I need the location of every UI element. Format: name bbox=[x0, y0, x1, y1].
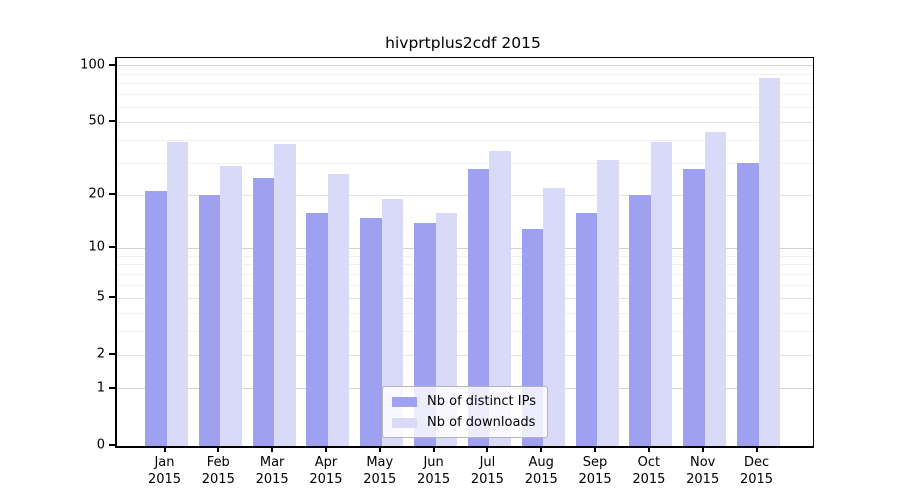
gridline-major bbox=[117, 297, 813, 299]
x-tick-label-sep: Sep 2015 bbox=[563, 454, 627, 488]
gridline-minor bbox=[117, 94, 813, 96]
x-tick-label-dec: Dec 2015 bbox=[725, 454, 789, 488]
bar-downloads-nov bbox=[704, 132, 727, 446]
bar-distinct-ips-sep bbox=[575, 212, 598, 446]
x-tick-label-month: Feb bbox=[206, 455, 230, 470]
y-tick-label: 1 bbox=[96, 380, 105, 396]
x-tick-label-aug: Aug 2015 bbox=[509, 454, 573, 488]
x-tick-label-year: 2015 bbox=[739, 472, 774, 487]
legend-item-distinct-ips: Nb of distinct IPs bbox=[392, 394, 536, 409]
y-tick-label: 20 bbox=[88, 186, 105, 202]
gridline-minor bbox=[117, 255, 813, 257]
x-tick-label-year: 2015 bbox=[524, 472, 558, 487]
x-tick-label-oct: Oct 2015 bbox=[617, 454, 681, 488]
y-tick-label: 50 bbox=[88, 113, 105, 129]
x-tick-label-apr: Apr 2015 bbox=[294, 454, 358, 488]
gridline-minor bbox=[117, 264, 813, 266]
bar-distinct-ips-mar bbox=[252, 177, 275, 446]
x-tick-label-feb: Feb 2015 bbox=[186, 454, 250, 488]
x-tick-label-month: Oct bbox=[637, 455, 661, 470]
gridline-major bbox=[117, 354, 813, 356]
x-tick-label-month: Jun bbox=[423, 455, 444, 470]
x-tick-label-year: 2015 bbox=[309, 472, 343, 487]
x-tick-label-month: Aug bbox=[528, 455, 554, 470]
legend-swatch-downloads bbox=[392, 417, 418, 428]
gridline-minor bbox=[117, 162, 813, 164]
x-tick-label-jul: Jul 2015 bbox=[455, 454, 519, 488]
chart-legend: Nb of distinct IPs Nb of downloads bbox=[382, 386, 548, 438]
x-tick-label-year: 2015 bbox=[201, 472, 235, 487]
x-tick-label-month: Apr bbox=[314, 455, 338, 470]
gridline-minor bbox=[117, 331, 813, 333]
plot-area: Nb of distinct IPs Nb of downloads bbox=[115, 57, 814, 448]
gridline-minor bbox=[117, 285, 813, 287]
legend-item-downloads: Nb of downloads bbox=[392, 415, 536, 430]
bar-distinct-ips-nov bbox=[683, 168, 705, 446]
y-tick-label: 0 bbox=[96, 437, 105, 453]
bar-distinct-ips-may bbox=[360, 217, 382, 446]
gridline-minor bbox=[117, 312, 813, 314]
x-tick-label-year: 2015 bbox=[632, 472, 666, 487]
gridline-major bbox=[117, 65, 813, 67]
y-tick-label: 2 bbox=[96, 346, 105, 362]
bar-distinct-ips-dec bbox=[737, 163, 759, 446]
gridline-minor bbox=[117, 83, 813, 85]
x-tick-label-jan: Jan 2015 bbox=[133, 454, 197, 488]
bar-downloads-aug bbox=[543, 187, 565, 446]
gridline-minor bbox=[117, 106, 813, 108]
y-tick-label: 5 bbox=[96, 289, 105, 305]
y-tick-label: 100 bbox=[80, 57, 105, 73]
x-tick-label-year: 2015 bbox=[417, 472, 451, 487]
bar-downloads-dec bbox=[758, 78, 781, 446]
bar-downloads-jul bbox=[489, 150, 511, 446]
bar-downloads-mar bbox=[274, 144, 296, 446]
bar-downloads-oct bbox=[650, 142, 673, 446]
x-tick-label-month: Mar bbox=[259, 455, 285, 470]
x-tick-label-nov: Nov 2015 bbox=[671, 454, 735, 488]
bar-distinct-ips-oct bbox=[629, 195, 651, 446]
legend-swatch-distinct-ips bbox=[392, 396, 418, 407]
legend-label-downloads: Nb of downloads bbox=[427, 415, 536, 430]
x-tick-label-year: 2015 bbox=[147, 472, 182, 487]
bar-distinct-ips-jul bbox=[467, 168, 490, 446]
legend-label-distinct-ips: Nb of distinct IPs bbox=[427, 394, 536, 409]
x-tick-label-month: Sep bbox=[582, 455, 608, 470]
bar-downloads-jan bbox=[166, 142, 188, 446]
gridline-major bbox=[117, 247, 813, 249]
x-tick-label-year: 2015 bbox=[578, 472, 612, 487]
bar-downloads-apr bbox=[327, 174, 350, 446]
gridline-minor bbox=[117, 139, 813, 141]
bar-distinct-ips-feb bbox=[198, 195, 221, 446]
x-tick-label-month: Jan bbox=[154, 455, 175, 470]
gridline-minor bbox=[117, 73, 813, 75]
y-tick-label: 10 bbox=[88, 239, 105, 255]
x-tick-label-month: Dec bbox=[743, 455, 770, 470]
x-tick-label-mar: Mar 2015 bbox=[240, 454, 304, 488]
x-tick-label-jun: Jun 2015 bbox=[402, 454, 466, 488]
gridline-minor bbox=[117, 274, 813, 276]
x-tick-label-year: 2015 bbox=[255, 472, 289, 487]
x-tick-label-month: Nov bbox=[690, 455, 716, 470]
bar-distinct-ips-jan bbox=[145, 191, 167, 446]
x-tick-label-year: 2015 bbox=[363, 472, 397, 487]
x-tick-label-month: Jul bbox=[479, 455, 496, 470]
x-tick-label-month: May bbox=[366, 455, 394, 470]
bar-downloads-feb bbox=[220, 165, 242, 446]
bar-distinct-ips-apr bbox=[306, 212, 328, 446]
chart-title: hivprtplus2cdf 2015 bbox=[385, 34, 541, 52]
gridline-major bbox=[117, 121, 813, 123]
x-tick-label-may: May 2015 bbox=[348, 454, 412, 488]
bar-downloads-sep bbox=[597, 160, 619, 446]
bar-downloads-may bbox=[381, 199, 404, 446]
x-tick-label-year: 2015 bbox=[686, 472, 720, 487]
gridline-major bbox=[117, 194, 813, 196]
x-tick-label-year: 2015 bbox=[470, 472, 504, 487]
